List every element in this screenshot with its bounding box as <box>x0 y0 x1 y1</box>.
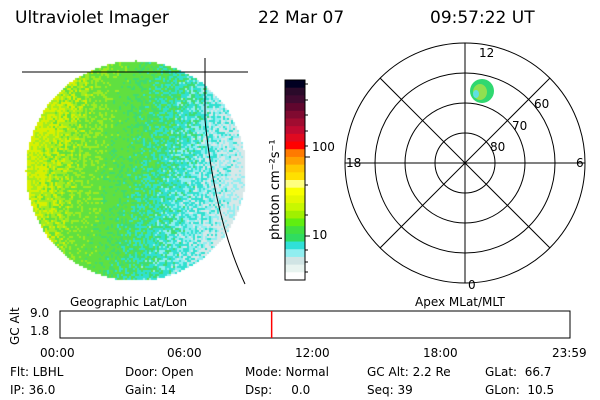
lat-label-60: 60 <box>534 97 549 111</box>
geo-grid-curve <box>205 58 245 284</box>
mlt-label-18: 18 <box>346 156 361 170</box>
x-tick-1800: 18:00 <box>423 346 458 360</box>
status-glon: GLon: 10.5 <box>485 383 554 397</box>
x-tick-1200: 12:00 <box>295 346 330 360</box>
status-gc-alt: GC Alt: 2.2 Re <box>367 365 451 379</box>
colorbar <box>285 80 305 281</box>
colorbar-band <box>285 226 305 234</box>
apex-coord-label: Apex MLat/MLT <box>415 295 505 309</box>
colorbar-band <box>285 149 305 157</box>
status-glat: GLat: 66.7 <box>485 365 551 379</box>
colorbar-band <box>285 195 305 203</box>
y-tick-1-8: 1.8 <box>30 324 49 338</box>
overlay-graphics <box>0 0 600 400</box>
colorbar-band <box>285 180 305 188</box>
colorbar-band <box>285 249 305 257</box>
colorbar-band <box>285 103 305 111</box>
time-label: 09:57:22 UT <box>430 8 535 28</box>
uvi-viewer: Ultraviolet Imager 22 Mar 07 09:57:22 UT… <box>0 0 600 400</box>
status-seq: Seq: 39 <box>367 383 413 397</box>
status-door: Door: Open <box>125 365 194 379</box>
colorbar-band <box>285 134 305 142</box>
colorbar-band <box>285 118 305 126</box>
timeline-frame <box>60 311 570 338</box>
x-tick-0600: 06:00 <box>167 346 202 360</box>
mlt-label-12: 12 <box>479 46 494 60</box>
colorbar-band <box>285 234 305 242</box>
x-tick-2359: 23:59 <box>552 346 587 360</box>
colorbar-band <box>285 172 305 180</box>
status-filter: Flt: LBHL <box>10 365 63 379</box>
timeline-y-title: GC Alt <box>8 307 22 345</box>
colorbar-tick-100: 100 <box>312 140 335 154</box>
colorbar-band <box>285 157 305 165</box>
colorbar-band <box>285 165 305 173</box>
colorbar-band <box>285 80 305 88</box>
colorbar-band <box>285 242 305 250</box>
colorbar-band <box>285 88 305 96</box>
colorbar-band <box>285 272 305 280</box>
colorbar-band <box>285 203 305 211</box>
colorbar-band <box>285 95 305 103</box>
colorbar-band <box>285 111 305 119</box>
colorbar-band <box>285 218 305 226</box>
lat-label-70: 70 <box>512 119 527 133</box>
lat-label-80: 80 <box>490 140 505 154</box>
aurora-blob <box>470 79 494 103</box>
colorbar-band <box>285 257 305 265</box>
y-tick-9: 9.0 <box>30 306 49 320</box>
mlt-label-6: 6 <box>576 156 584 170</box>
colorbar-band <box>285 188 305 196</box>
colorbar-band <box>285 126 305 134</box>
x-tick-0000: 00:00 <box>40 346 75 360</box>
colorbar-band <box>285 211 305 219</box>
mlt-label-0: 0 <box>468 278 476 292</box>
colorbar-band <box>285 265 305 273</box>
status-mode: Mode: Normal <box>245 365 329 379</box>
date-label: 22 Mar 07 <box>258 8 344 28</box>
colorbar-band <box>285 142 305 150</box>
colorbar-ticks <box>305 84 310 272</box>
instrument-title: Ultraviolet Imager <box>15 8 169 28</box>
status-ip: IP: 36.0 <box>10 383 55 397</box>
polar-plot <box>345 43 585 283</box>
status-dsp: Dsp: 0.0 <box>245 383 310 397</box>
status-gain: Gain: 14 <box>125 383 176 397</box>
colorbar-label: photon cm⁻²s⁻¹ <box>268 139 283 240</box>
geo-coord-label: Geographic Lat/Lon <box>70 295 187 309</box>
colorbar-tick-10: 10 <box>312 228 327 242</box>
